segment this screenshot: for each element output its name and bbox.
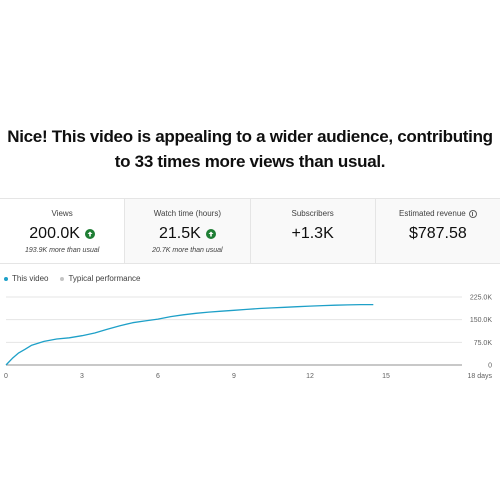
- chart-legend: This video Typical performance: [4, 274, 141, 283]
- up-arrow-icon: [84, 229, 95, 239]
- legend-label-typical: Typical performance: [68, 274, 141, 283]
- legend-label-this-video: This video: [12, 274, 49, 283]
- metric-value-views: 200.0K: [29, 225, 80, 242]
- x-tick-label: 0: [4, 373, 8, 380]
- metric-label-subscribers: Subscribers: [291, 209, 334, 218]
- y-tick-label: 225.0K: [470, 295, 493, 302]
- metric-card-subscribers[interactable]: Subscribers +1.3K: [250, 199, 376, 263]
- x-tick-label: 12: [306, 373, 314, 380]
- metric-sub-watch-time: 20.7K more than usual: [152, 247, 223, 254]
- legend-item-this-video[interactable]: This video: [4, 274, 48, 283]
- insight-headline-line-2: to 33 times more views than usual.: [114, 152, 386, 171]
- metric-sub-views: 193.9K more than usual: [24, 247, 100, 254]
- x-tick-label: 15: [382, 373, 390, 380]
- series-line-this-video: [5, 303, 374, 366]
- up-arrow-icon: [205, 229, 216, 239]
- metric-card-views[interactable]: Views 200.0K 193.9K more than usual: [0, 199, 126, 263]
- insight-headline: Nice! This video is appealing to a wider…: [0, 124, 500, 174]
- x-tick-label: 6: [156, 373, 160, 380]
- metric-card-watch-time[interactable]: Watch time (hours) 21.5K 20.7K more than…: [125, 199, 251, 263]
- x-tick-label: 18 days: [467, 373, 492, 380]
- y-tick-label: 0: [488, 363, 492, 370]
- metric-label-views: Views: [51, 209, 73, 218]
- y-tick-label: 75.0K: [474, 340, 493, 347]
- insight-headline-line-1: Nice! This video is appealing to a wider…: [7, 127, 493, 146]
- info-icon[interactable]: [468, 210, 477, 218]
- metric-card-revenue[interactable]: Estimated revenue $787.58: [375, 199, 500, 263]
- legend-item-typical[interactable]: Typical performance: [60, 274, 141, 283]
- metric-value-revenue: $787.58: [408, 225, 467, 242]
- metric-label-watch-time: Watch time (hours): [153, 209, 222, 218]
- legend-dot-this-video: [4, 276, 8, 281]
- metric-value-watch-time: 21.5K: [158, 225, 201, 242]
- views-line-chart: 225.0K 150.0K 75.0K 0 0 3 6 9 12 15 18 days: [4, 295, 493, 381]
- legend-dot-typical: [60, 276, 65, 281]
- metric-label-revenue: Estimated revenue: [399, 209, 466, 218]
- metric-value-subscribers: +1.3K: [291, 225, 334, 242]
- x-tick-label: 3: [80, 373, 84, 380]
- metrics-tabs: Views 200.0K 193.9K more than usual Watc…: [0, 198, 500, 264]
- x-tick-label: 9: [232, 373, 236, 380]
- y-tick-label: 150.0K: [470, 317, 493, 324]
